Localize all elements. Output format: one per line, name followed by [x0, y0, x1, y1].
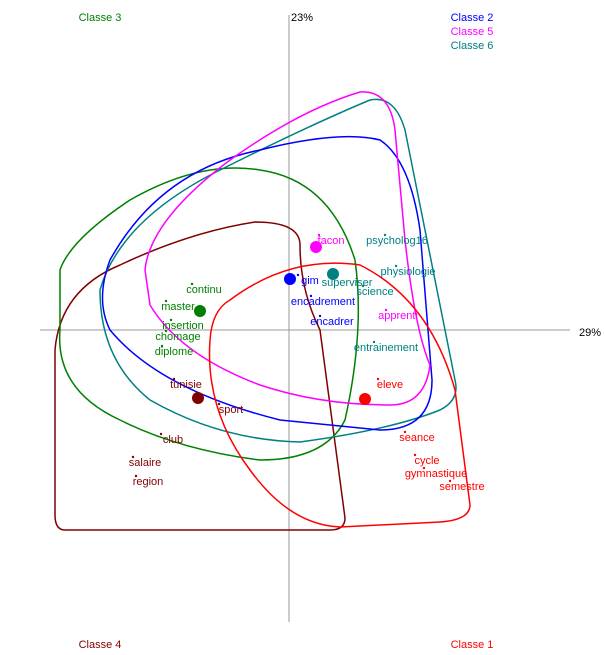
point-label: sport [219, 404, 243, 416]
class-hull [99, 98, 457, 443]
point-label: apprenti [378, 310, 418, 322]
point-label: psycholog16 [366, 235, 428, 247]
point [309, 294, 313, 298]
point [317, 233, 321, 237]
point-label: eleve [377, 379, 403, 391]
point [394, 264, 398, 268]
point-label: insertion [162, 320, 204, 332]
point [131, 455, 135, 459]
legend-entry: Classe 6 [451, 40, 494, 52]
point-label: encadrement [291, 296, 355, 308]
point [172, 377, 176, 381]
point-label: diplome [155, 346, 194, 358]
point-label: salaire [129, 457, 161, 469]
point-label: semestre [439, 481, 484, 493]
point [296, 273, 300, 277]
point [159, 432, 163, 436]
legend-entry: Classe 1 [451, 639, 494, 651]
class-hull [101, 135, 433, 431]
point-label: club [163, 434, 183, 446]
point-label: region [133, 476, 164, 488]
centroid [327, 268, 339, 280]
centroid [194, 305, 206, 317]
centroid [284, 273, 296, 285]
point [422, 466, 426, 470]
class-hull [144, 91, 431, 406]
point [384, 308, 388, 312]
point-label: encadrer [310, 316, 354, 328]
point-label: master [161, 301, 195, 313]
point-label: superviser [322, 277, 373, 289]
point [190, 282, 194, 286]
point-label: gim [301, 275, 319, 287]
centroid [192, 392, 204, 404]
y-axis-label: 23% [291, 12, 313, 24]
point-label: chomage [155, 331, 200, 343]
class-hull [54, 221, 346, 531]
point [383, 233, 387, 237]
point-label: facon [318, 235, 345, 247]
point [164, 299, 168, 303]
legend-entry: Classe 5 [451, 26, 494, 38]
point [318, 314, 322, 318]
point-label: entrainement [354, 342, 418, 354]
point [413, 453, 417, 457]
point [160, 344, 164, 348]
point-label: seance [399, 432, 434, 444]
point [169, 318, 173, 322]
point-label: gymnastique [405, 468, 467, 480]
point-label: continu [186, 284, 221, 296]
centroid [359, 393, 371, 405]
point-label: tunisie [170, 379, 202, 391]
point-label: science [356, 286, 393, 298]
point [403, 430, 407, 434]
legend-entry: Classe 3 [79, 12, 122, 24]
legend-entry: Classe 2 [451, 12, 494, 24]
point [217, 402, 221, 406]
point [164, 329, 168, 333]
class-hull [58, 167, 360, 461]
point-label: cycle [414, 455, 439, 467]
point [372, 340, 376, 344]
point [448, 479, 452, 483]
legend-entry: Classe 4 [79, 639, 122, 651]
point [361, 284, 365, 288]
point [134, 474, 138, 478]
centroid [310, 241, 322, 253]
point-label: physiologie [380, 266, 435, 278]
point [376, 377, 380, 381]
x-axis-label: 29% [579, 327, 601, 339]
class-hull [208, 262, 471, 528]
